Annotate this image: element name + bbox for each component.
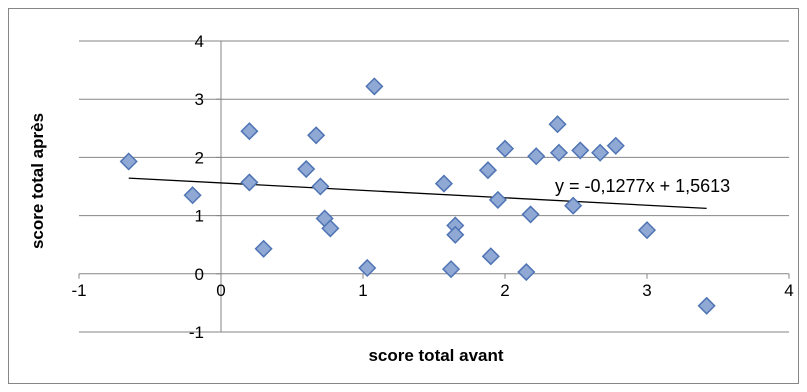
x-axis-title: score total avant [368,346,503,365]
data-point [495,139,515,158]
x-tick-label: 2 [500,281,509,300]
data-point [527,147,546,166]
data-point [240,173,259,192]
trendline [128,177,707,209]
y-axis-title: score total après [28,113,47,249]
trendline-group [128,177,707,209]
data-point [311,177,330,196]
data-point [548,115,567,134]
data-point [637,221,657,240]
y-tick-label: 1 [195,207,204,226]
data-point [321,219,340,238]
data-point [119,152,138,171]
x-tick-label: 3 [642,281,651,300]
y-tick-label: 2 [195,148,204,167]
data-point [606,136,625,155]
data-point [517,262,536,282]
data-point [358,258,377,278]
data-point [240,122,259,141]
data-point [591,143,610,162]
x-tick-label: 0 [216,281,225,300]
tick-labels: -1 0 1 2 3 4 -1 0 1 2 3 4 [71,32,793,342]
data-point [446,225,465,244]
x-tick-label: 1 [358,281,367,300]
trendline-equation: y = -0,1277x + 1,5613 [555,176,730,196]
data-point [183,186,202,205]
data-point [297,159,316,179]
data-point [307,126,326,145]
data-point [697,296,716,315]
data-point [488,190,507,209]
data-point [365,77,384,96]
data-point [481,247,500,266]
y-tick-label: 3 [195,90,204,109]
data-point [521,205,540,224]
data-point [564,196,583,215]
gridlines [79,40,789,333]
x-tick-label: 4 [784,281,793,300]
data-point [478,161,498,180]
data-point [254,239,273,258]
data-points [119,77,716,315]
data-point [434,174,454,193]
y-tick-label: -1 [189,323,204,342]
x-tick-label: -1 [71,281,86,300]
y-tick-label: 0 [195,265,204,284]
axes [78,40,790,333]
data-point [441,260,461,279]
data-point [549,143,569,162]
y-tick-label: 4 [195,32,204,51]
chart-area [8,8,799,384]
data-point [571,141,590,160]
